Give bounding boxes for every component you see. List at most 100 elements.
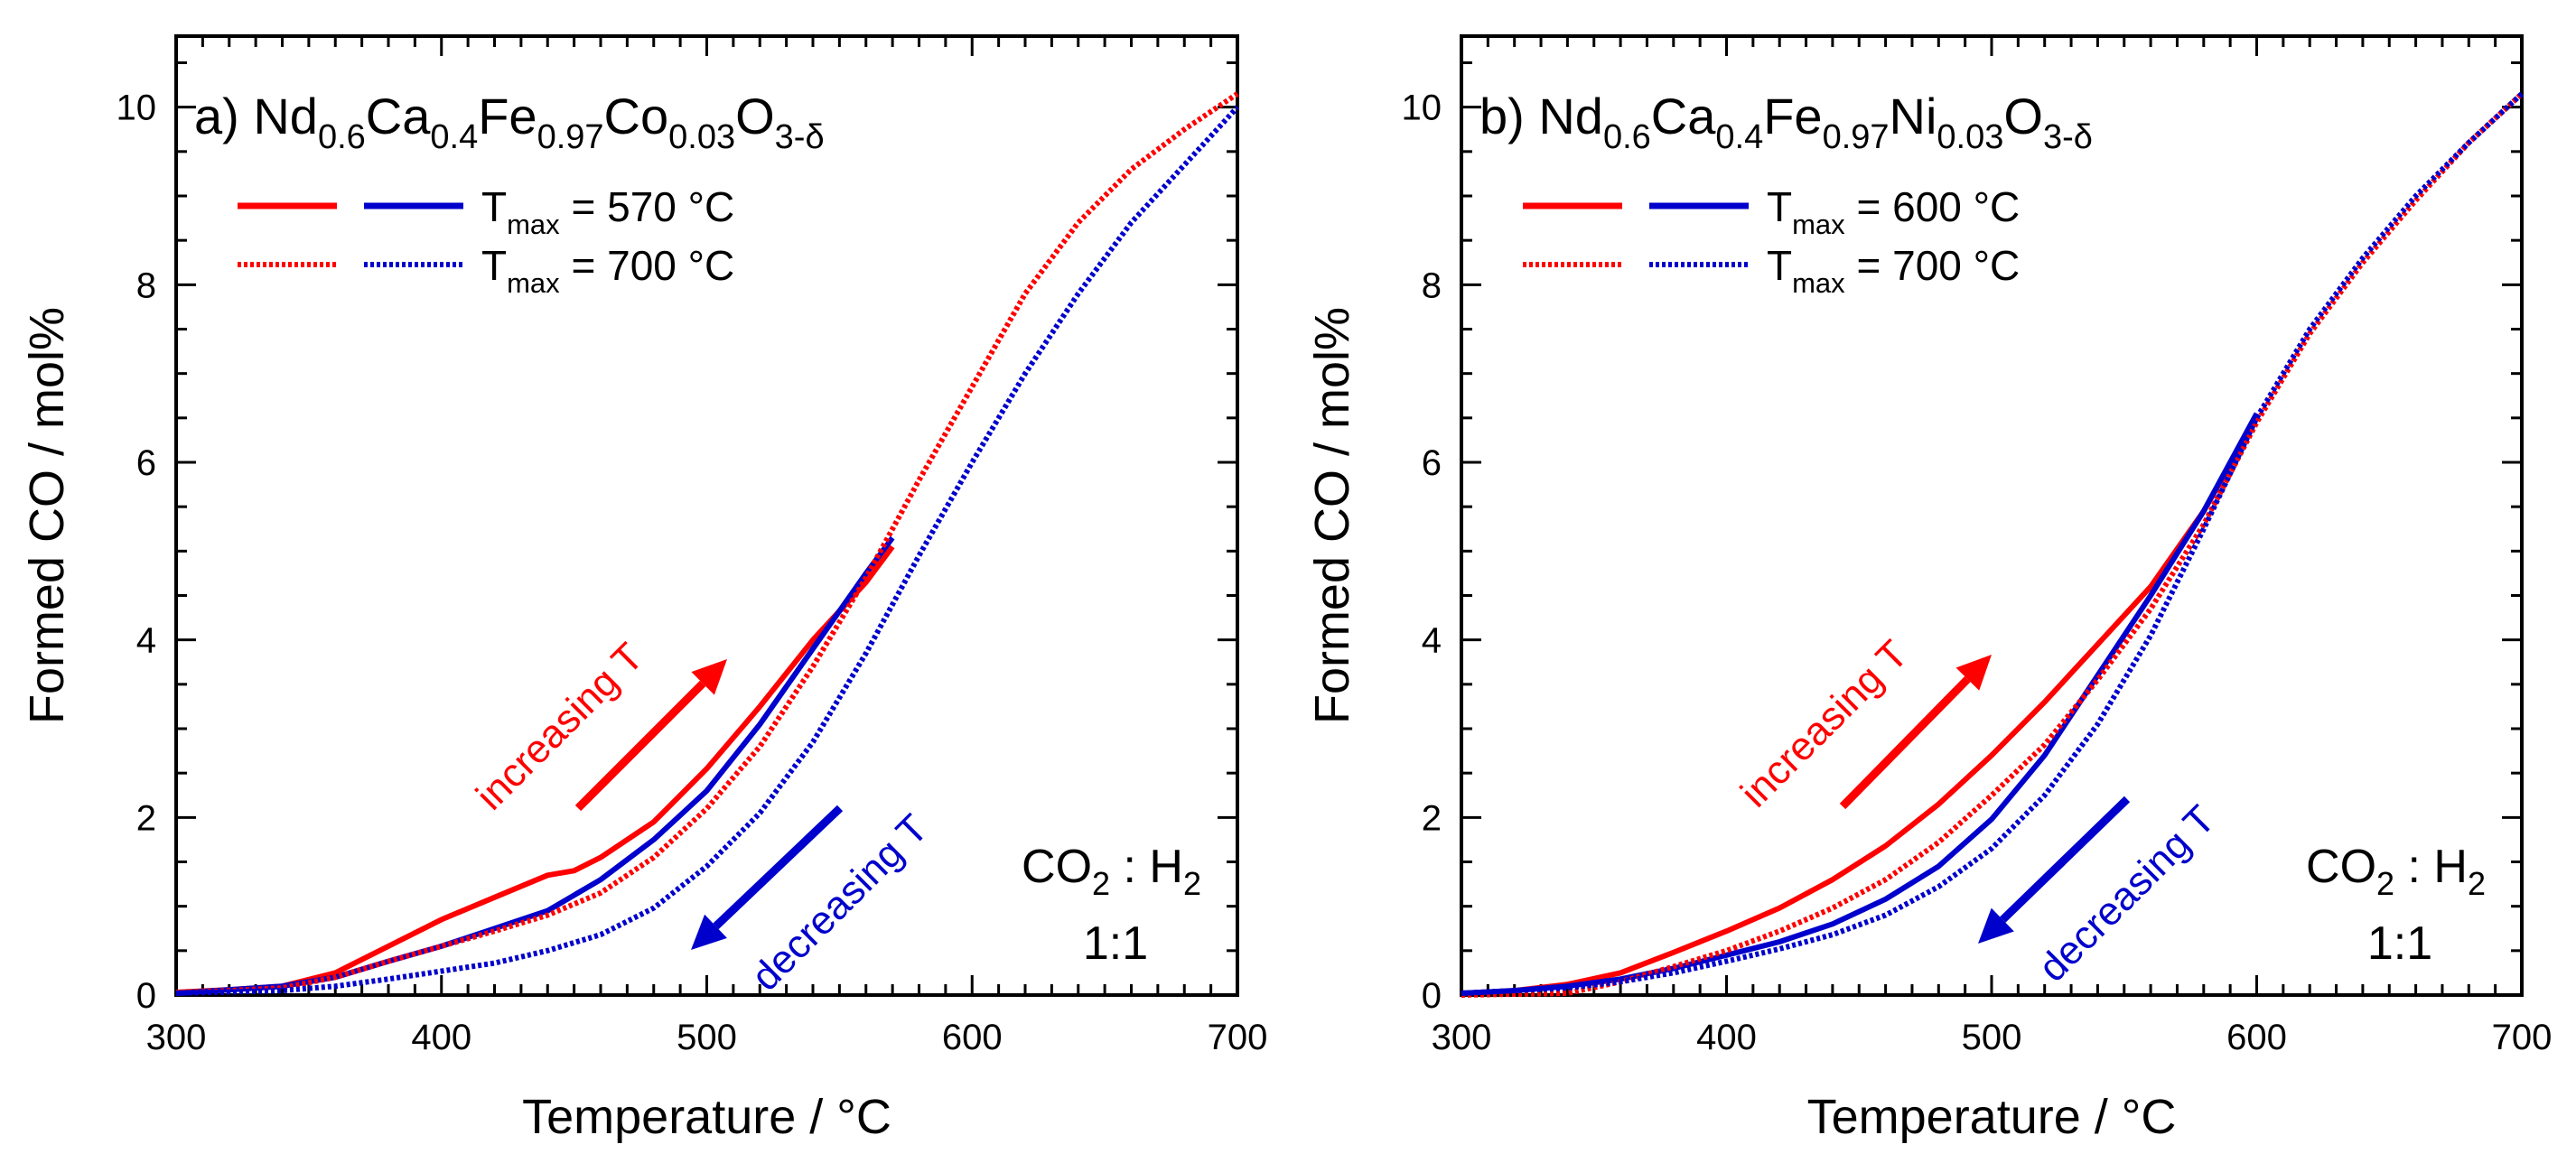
data-point — [1831, 907, 1834, 909]
data-point — [891, 545, 894, 548]
series-line-2 — [1461, 91, 2525, 998]
data-point — [600, 856, 602, 859]
y-tick-label: 0 — [136, 976, 156, 1016]
data-point — [334, 976, 337, 979]
x-tick-label: 600 — [942, 1018, 1003, 1057]
data-point — [1237, 106, 1239, 108]
formula-subscript: 0.6 — [1603, 118, 1651, 156]
data-point — [705, 768, 708, 770]
data-point — [705, 865, 708, 868]
x-tick-label: 600 — [2226, 1018, 2287, 1057]
gas-co: CO — [2306, 841, 2376, 893]
legend-main: T — [1767, 183, 1792, 230]
data-point — [2043, 743, 2046, 746]
data-point — [1672, 972, 1675, 974]
data-point — [2468, 142, 2470, 144]
increasing-arrow-shaft — [574, 680, 706, 812]
y-axis-label: Formed CO / mol% — [1305, 307, 1359, 724]
legend-label: Tmax = 700 °C — [481, 242, 734, 299]
data-point — [652, 821, 655, 823]
data-point — [1672, 951, 1675, 954]
formula-subscript: 0.97 — [537, 118, 604, 156]
decreasing-arrow-head — [1978, 907, 2014, 944]
formula-element: Ca — [366, 88, 431, 144]
gas-sub: 2 — [2376, 865, 2394, 902]
data-point — [652, 838, 655, 841]
data-point — [281, 990, 284, 992]
x-tick-label: 400 — [1696, 1018, 1757, 1057]
legend-sub: max — [507, 267, 560, 299]
data-point — [1725, 960, 1728, 963]
data-point — [546, 909, 549, 912]
y-tick-label: 4 — [1422, 621, 1442, 661]
formula-subscript: 0.03 — [1937, 118, 2003, 156]
data-point — [387, 944, 390, 947]
x-tick-label: 700 — [1208, 1018, 1268, 1057]
y-tick-label: 6 — [1422, 443, 1442, 483]
increasing-label: increasing T — [468, 635, 652, 819]
data-point — [2309, 328, 2311, 330]
data-point — [2361, 256, 2364, 259]
data-point — [1130, 221, 1133, 224]
data-point — [546, 949, 549, 952]
panel-title: b) Nd0.6Ca0.4Fe0.97Ni0.03O3-δ — [1479, 88, 2093, 156]
legend-sub: max — [507, 209, 560, 240]
data-point — [493, 962, 496, 964]
legend-rest: = 570 °C — [560, 183, 735, 230]
data-point — [891, 536, 894, 539]
data-point — [864, 652, 867, 655]
data-point — [546, 874, 549, 877]
data-point — [573, 870, 575, 872]
data-point — [1183, 163, 1186, 166]
data-point — [1937, 803, 1940, 805]
data-point — [1991, 754, 1993, 757]
legend-main: T — [481, 242, 507, 289]
legend-label: Tmax = 600 °C — [1767, 183, 2020, 240]
panel-label: b) — [1479, 88, 1538, 144]
data-point — [281, 987, 284, 990]
legend-sub: max — [1792, 267, 1845, 299]
data-point — [1884, 898, 1887, 900]
panel-label: a) — [194, 88, 253, 144]
gas-ratio-value: 1:1 — [1083, 917, 1148, 970]
data-point — [759, 812, 761, 814]
increasing-label: increasing T — [1732, 632, 1917, 816]
x-axis-label: Temperature / °C — [1807, 1090, 2177, 1144]
data-point — [2521, 92, 2524, 95]
data-point — [1991, 847, 1993, 850]
data-point — [1937, 841, 1940, 843]
data-point — [600, 934, 602, 936]
legend-rest: = 700 °C — [560, 242, 735, 289]
gas-h: : H — [2394, 841, 2468, 893]
chart-panel-a: 300 400 500 600 700 0 2 4 6 8 10 Temperature / °C Fo… — [20, 34, 1268, 1144]
data-point — [1024, 293, 1027, 295]
decreasing-arrow-shaft — [2000, 795, 2131, 923]
formula-element: O — [2003, 88, 2043, 144]
data-point — [2043, 754, 2046, 757]
y-tick-label: 4 — [136, 621, 156, 661]
formula-subscript: 0.97 — [1823, 118, 1890, 156]
gas-h: : H — [1110, 841, 1183, 893]
series-line-3 — [175, 105, 1240, 996]
data-point — [705, 807, 708, 810]
data-point — [1884, 879, 1887, 881]
x-tick-label: 500 — [1962, 1018, 2022, 1057]
data-point — [1831, 934, 1834, 936]
gas-co: CO — [1022, 841, 1092, 893]
formula-element: Fe — [1763, 88, 1822, 144]
gas-sub: 2 — [1183, 865, 1201, 902]
y-tick-label: 6 — [136, 443, 156, 483]
formula-subscript: 0.4 — [430, 118, 478, 156]
data-point — [334, 972, 337, 974]
panel-title: a) Nd0.6Ca0.4Fe0.97Co0.03O3-δ — [194, 88, 825, 156]
data-point — [812, 740, 815, 743]
formula-subscript: 0.4 — [1715, 118, 1763, 156]
data-point — [546, 914, 549, 916]
series-line-1 — [175, 535, 895, 996]
data-point — [864, 576, 867, 579]
x-tick-label: 700 — [2492, 1018, 2553, 1057]
data-point — [1619, 981, 1622, 983]
data-point — [652, 856, 655, 859]
data-point — [812, 665, 815, 668]
data-point — [652, 907, 655, 909]
